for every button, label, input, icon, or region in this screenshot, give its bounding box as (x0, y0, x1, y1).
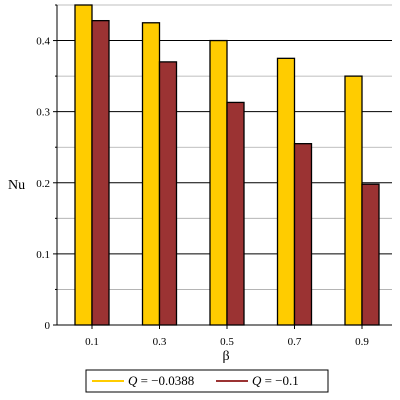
bar-series-1-0.7 (276, 57, 296, 326)
bar-series-2-0.3 (158, 61, 178, 326)
legend-value-1: = −0.0388 (137, 373, 194, 388)
y-tick-labels: 0 0.1 0.2 0.3 0.4 (36, 36, 50, 332)
y-tick-label: 0.2 (36, 178, 50, 190)
x-tick-label: 0.5 (220, 336, 234, 348)
y-axis-label: Nu (8, 178, 25, 193)
legend-box (85, 369, 329, 393)
x-tick-label: 0.3 (153, 336, 167, 348)
bar-series-1-0.3 (141, 22, 161, 326)
y-tick-label: 0 (45, 320, 51, 332)
x-tick-label: 0.9 (355, 336, 369, 348)
legend-value-2: = −0.1 (261, 373, 298, 388)
bar-series-2-0.5 (226, 101, 245, 326)
legend-symbol-2: Q (252, 373, 262, 388)
y-tick-label: 0.1 (36, 249, 50, 261)
legend: Q = −0.0388 Q = −0.1 (85, 369, 329, 393)
bar-series-1-0.9 (344, 75, 363, 326)
x-axis-label: β (222, 349, 229, 364)
bar-series-1-0.1 (74, 4, 93, 326)
bars (74, 4, 380, 326)
bar-series-1-0.5 (209, 39, 228, 326)
legend-label-series-2: Q = −0.1 (252, 373, 299, 388)
minor-ticks (53, 4, 57, 326)
x-tick-label: 0.1 (85, 336, 99, 348)
y-tick-label: 0.3 (36, 107, 50, 119)
y-tick-label: 0.4 (36, 36, 50, 48)
legend-symbol-1: Q (128, 373, 138, 388)
x-tick-labels: 0.1 0.3 0.5 0.7 0.9 (85, 325, 369, 348)
x-tick-label: 0.7 (288, 336, 302, 348)
legend-label-series-1: Q = −0.0388 (128, 373, 194, 388)
bar-series-2-0.1 (91, 19, 110, 326)
bar-series-2-0.9 (361, 183, 380, 326)
bar-series-2-0.7 (293, 143, 313, 326)
